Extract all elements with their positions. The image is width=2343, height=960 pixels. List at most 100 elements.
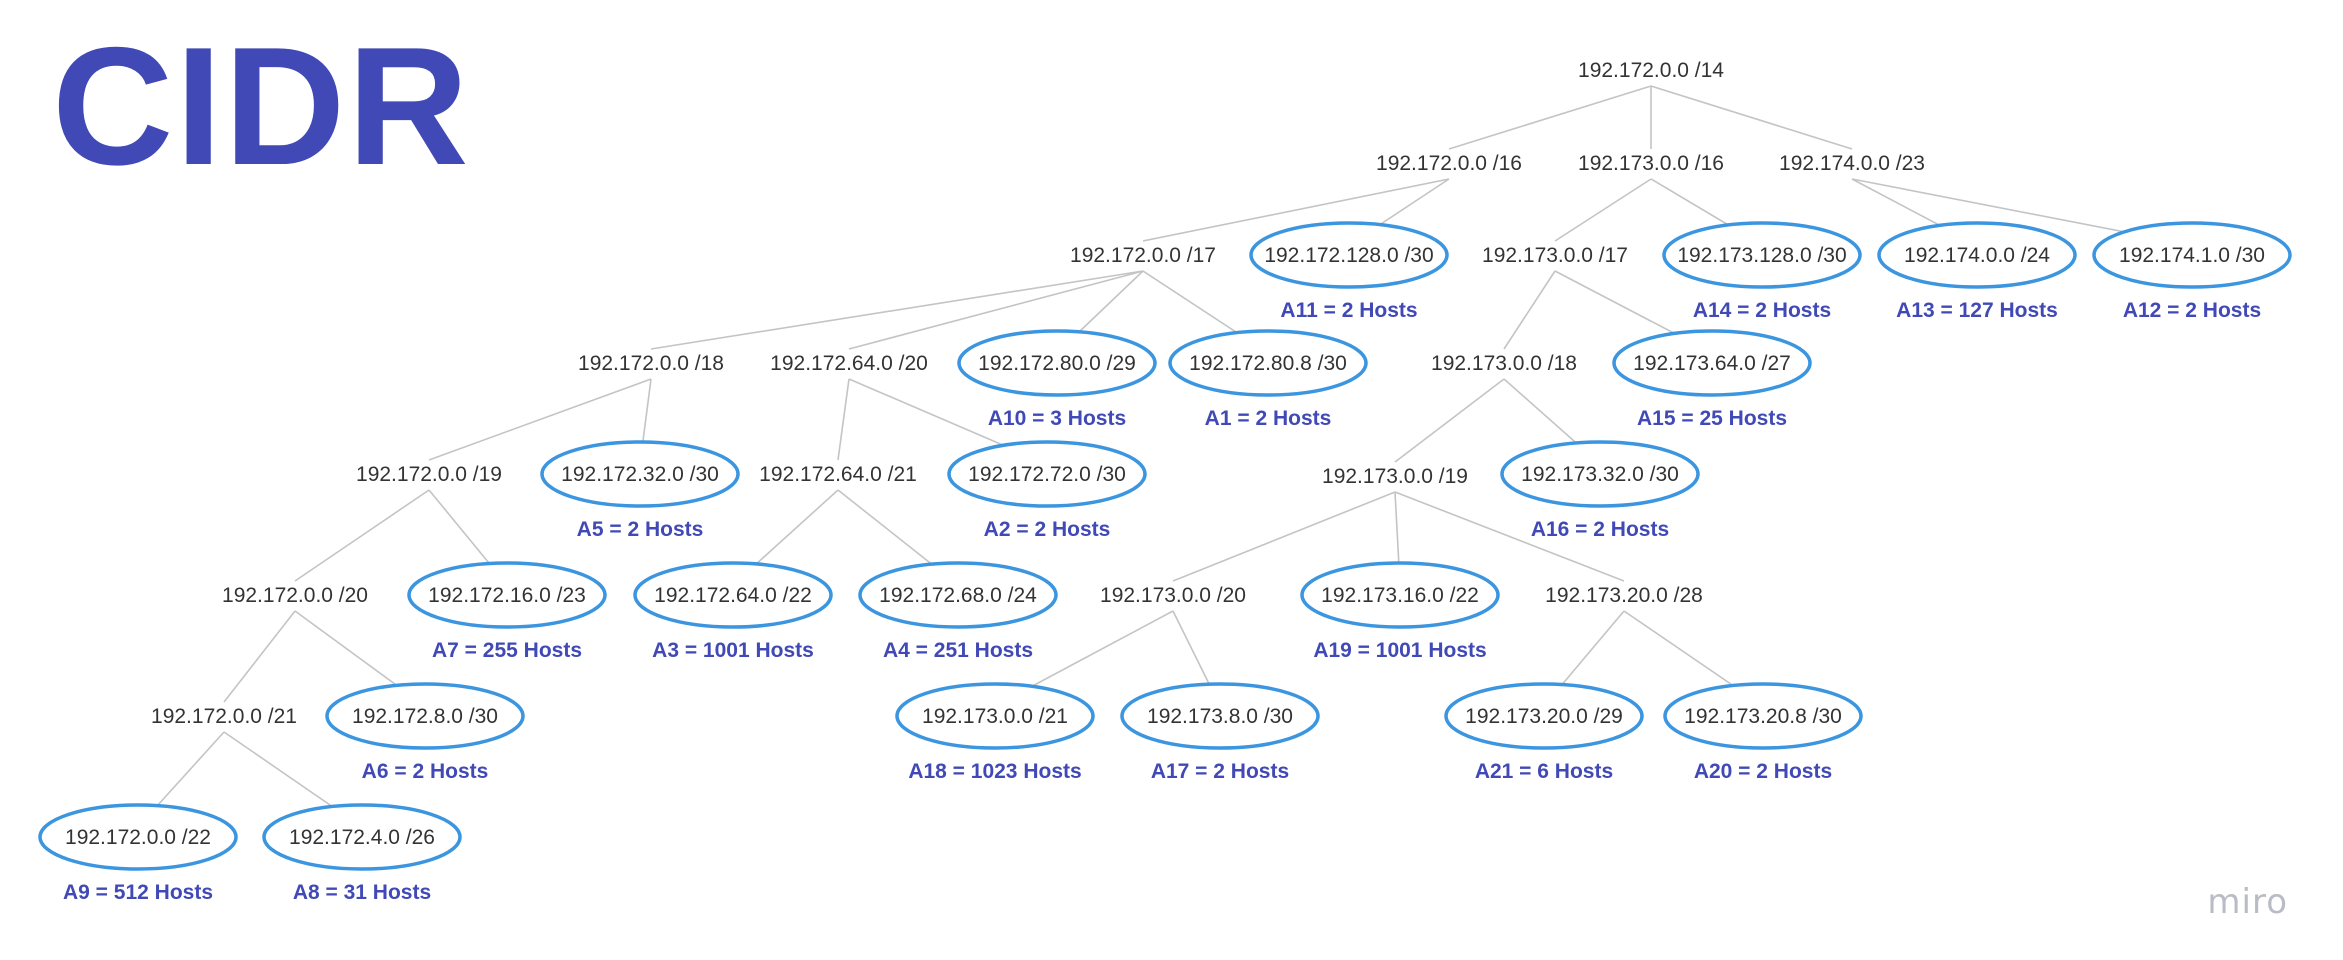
allocation-ellipse: [1300, 561, 1500, 629]
host-allocation-label: A2 = 2 Hosts: [984, 518, 1111, 541]
subnet-label: 192.172.0.0 /16: [1376, 152, 1522, 175]
host-allocation-label: A6 = 2 Hosts: [362, 760, 489, 783]
subnet-node: 192.173.0.0 /20: [1100, 584, 1246, 607]
host-allocation-label: A4 = 251 Hosts: [883, 639, 1033, 662]
subnet-node: 192.173.20.0 /28: [1545, 584, 1703, 607]
subnet-label: 192.173.16.0 /22: [1321, 584, 1479, 607]
subnet-node: 192.173.0.0 /17: [1482, 244, 1628, 267]
subnet-label: 192.173.20.0 /28: [1545, 584, 1703, 607]
host-allocation-label: A16 = 2 Hosts: [1531, 518, 1669, 541]
allocation-ellipse: [2092, 221, 2292, 289]
allocated-subnet-node: 192.172.80.8 /30 A1 = 2 Hosts: [1168, 329, 1368, 430]
allocation-ellipse: [1877, 221, 2077, 289]
tree-edge: [837, 378, 850, 461]
allocated-subnet-node: 192.172.128.0 /30 A11 = 2 Hosts: [1249, 221, 1449, 322]
allocated-subnet-node: 192.173.0.0 /21 A18 = 1023 Hosts: [895, 682, 1095, 783]
allocated-subnet-node: 192.172.8.0 /30 A6 = 2 Hosts: [325, 682, 525, 783]
allocated-subnet-node: 192.172.64.0 /22 A3 = 1001 Hosts: [633, 561, 833, 662]
subnet-label: 192.172.0.0 /20: [222, 584, 368, 607]
host-allocation-label: A17 = 2 Hosts: [1151, 760, 1289, 783]
allocation-ellipse: [38, 803, 238, 871]
subnet-label: 192.173.0.0 /18: [1431, 352, 1577, 375]
host-allocation-label: A18 = 1023 Hosts: [908, 760, 1081, 783]
subnet-node: 192.174.0.0 /23: [1779, 152, 1925, 175]
subnet-label: 192.172.4.0 /26: [289, 826, 435, 849]
allocation-ellipse: [1168, 329, 1368, 397]
allocated-subnet-node: 192.173.16.0 /22 A19 = 1001 Hosts: [1300, 561, 1500, 662]
allocated-subnet-node: 192.173.20.0 /29 A21 = 6 Hosts: [1444, 682, 1644, 783]
subnet-node: 192.173.0.0 /19: [1322, 465, 1468, 488]
subnet-node: 192.172.0.0 /19: [356, 463, 502, 486]
allocation-ellipse: [540, 440, 740, 508]
subnet-node: 192.172.64.0 /20: [770, 352, 928, 375]
allocated-subnet-node: 192.172.0.0 /22 A9 = 512 Hosts: [38, 803, 238, 904]
host-allocation-label: A7 = 255 Hosts: [432, 639, 582, 662]
allocated-subnet-node: 192.172.32.0 /30 A5 = 2 Hosts: [540, 440, 740, 541]
subnet-label: 192.173.0.0 /21: [922, 705, 1068, 728]
allocation-ellipse: [895, 682, 1095, 750]
host-allocation-label: A19 = 1001 Hosts: [1313, 639, 1486, 662]
subnet-label: 192.172.72.0 /30: [968, 463, 1126, 486]
tree-edge: [1650, 85, 1853, 150]
allocation-ellipse: [633, 561, 833, 629]
host-allocation-label: A13 = 127 Hosts: [1896, 299, 2058, 322]
allocation-ellipse: [1444, 682, 1644, 750]
host-allocation-label: A21 = 6 Hosts: [1475, 760, 1613, 783]
host-allocation-label: A11 = 2 Hosts: [1280, 299, 1417, 322]
allocation-ellipse: [957, 329, 1157, 397]
subnet-label: 192.173.20.0 /29: [1465, 705, 1623, 728]
node-layer: 192.172.0.0 /14 192.172.0.0 /16 192.173.0.…: [38, 59, 2292, 904]
subnet-label: 192.172.64.0 /20: [770, 352, 928, 375]
subnet-label: 192.172.64.0 /22: [654, 584, 812, 607]
allocated-subnet-node: 192.172.16.0 /23 A7 = 255 Hosts: [407, 561, 607, 662]
allocation-ellipse: [947, 440, 1147, 508]
subnet-node: 192.173.0.0 /18: [1431, 352, 1577, 375]
host-allocation-label: A1 = 2 Hosts: [1205, 407, 1332, 430]
subnet-label: 192.173.64.0 /27: [1633, 352, 1791, 375]
allocated-subnet-node: 192.174.1.0 /30 A12 = 2 Hosts: [2092, 221, 2292, 322]
subnet-label: 192.173.32.0 /30: [1521, 463, 1679, 486]
subnet-label: 192.172.0.0 /21: [151, 705, 297, 728]
allocated-subnet-node: 192.174.0.0 /24 A13 = 127 Hosts: [1877, 221, 2077, 322]
subnet-label: 192.173.0.0 /19: [1322, 465, 1468, 488]
subnet-label: 192.174.0.0 /24: [1904, 244, 2050, 267]
allocation-ellipse: [858, 561, 1058, 629]
tree-edge: [650, 270, 1144, 350]
host-allocation-label: A10 = 3 Hosts: [988, 407, 1126, 430]
host-allocation-label: A9 = 512 Hosts: [63, 881, 213, 904]
subnet-label: 192.172.0.0 /18: [578, 352, 724, 375]
subnet-label: 192.172.16.0 /23: [428, 584, 586, 607]
subnet-label: 192.174.0.0 /23: [1779, 152, 1925, 175]
tree-edge: [223, 610, 296, 703]
tree-edge: [1503, 270, 1556, 350]
allocation-ellipse: [325, 682, 525, 750]
allocation-ellipse: [1120, 682, 1320, 750]
host-allocation-label: A20 = 2 Hosts: [1694, 760, 1832, 783]
allocation-ellipse: [1500, 440, 1700, 508]
host-allocation-label: A8 = 31 Hosts: [293, 881, 431, 904]
allocation-ellipse: [1663, 682, 1863, 750]
tree-edge: [1394, 378, 1505, 463]
subnet-label: 192.173.8.0 /30: [1147, 705, 1293, 728]
subnet-node: 192.172.64.0 /21: [759, 463, 917, 486]
host-allocation-label: A3 = 1001 Hosts: [652, 639, 814, 662]
subnet-node: 192.172.0.0 /18: [578, 352, 724, 375]
host-allocation-label: A5 = 2 Hosts: [577, 518, 704, 541]
tree-edge: [1142, 178, 1450, 242]
subnet-label: 192.172.0.0 /22: [65, 826, 211, 849]
allocation-ellipse: [1662, 221, 1862, 289]
tree-edge: [294, 489, 430, 582]
subnet-node: 192.172.0.0 /16: [1376, 152, 1522, 175]
allocated-subnet-node: 192.173.32.0 /30 A16 = 2 Hosts: [1500, 440, 1700, 541]
allocated-subnet-node: 192.173.20.8 /30 A20 = 2 Hosts: [1663, 682, 1863, 783]
subnet-label: 192.172.80.0 /29: [978, 352, 1136, 375]
subnet-node: 192.173.0.0 /16: [1578, 152, 1724, 175]
allocation-ellipse: [262, 803, 462, 871]
subnet-label: 192.172.68.0 /24: [879, 584, 1037, 607]
host-allocation-label: A12 = 2 Hosts: [2123, 299, 2261, 322]
allocated-subnet-node: 192.173.128.0 /30 A14 = 2 Hosts: [1662, 221, 1862, 322]
subnet-node: 192.172.0.0 /20: [222, 584, 368, 607]
allocated-subnet-node: 192.172.4.0 /26 A8 = 31 Hosts: [262, 803, 462, 904]
subnet-node: 192.172.0.0 /14: [1578, 59, 1724, 82]
